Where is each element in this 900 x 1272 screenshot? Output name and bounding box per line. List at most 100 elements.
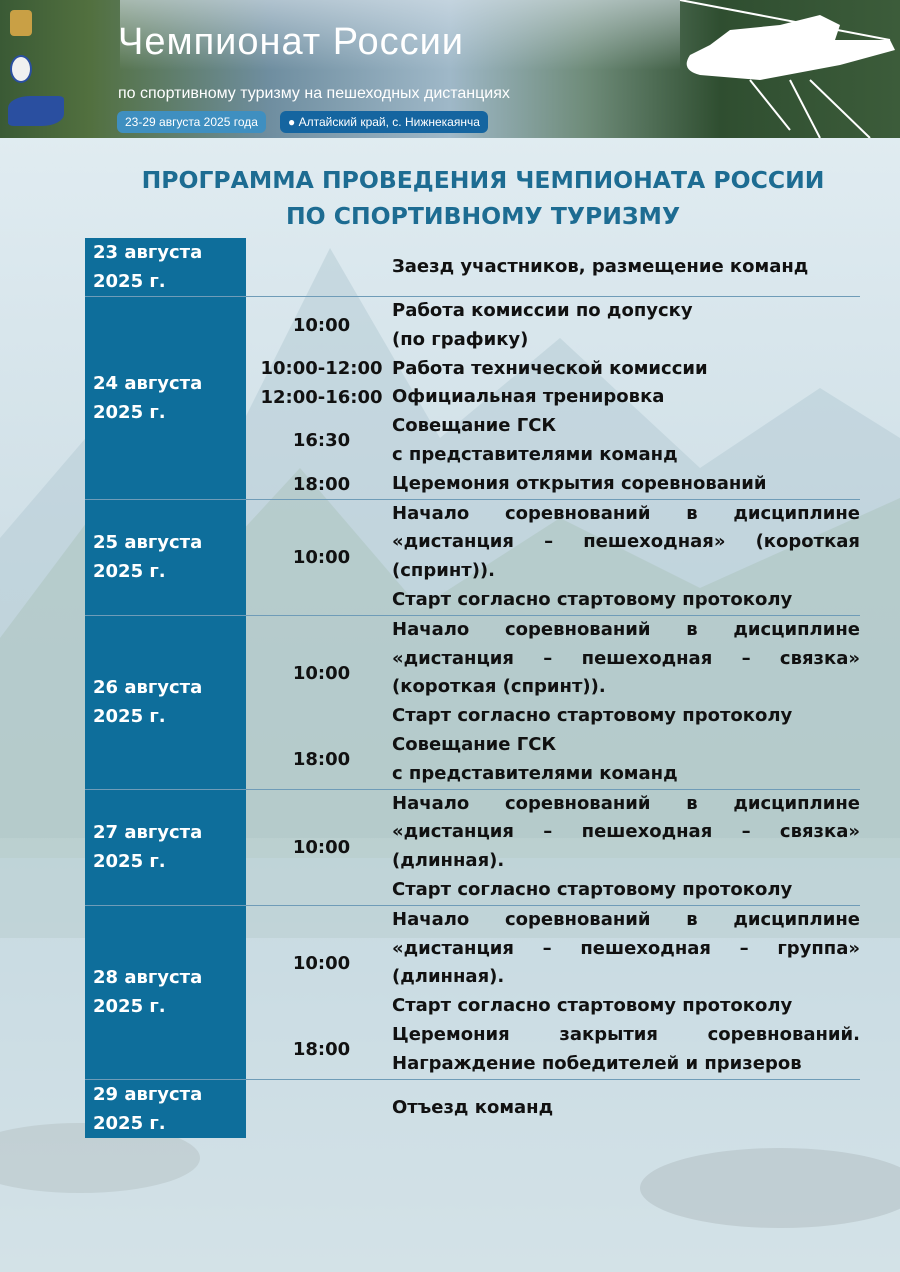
event-item: 10:00-12:00 Работа технической комиссии [246,355,860,384]
description-line: Отъезд команд [392,1097,554,1119]
event-item: 18:00 Церемония открытия соревнований [246,470,860,499]
description-line: «дистанция – пешеходная – группа» [392,937,860,959]
description-line: (по графику) [392,328,529,350]
event-item: 12:00-16:00 Официальная тренировка [246,383,860,412]
description-line: Работа технической комиссии [392,357,708,379]
event-description: Работа комиссии по допуску (по графику) [388,297,860,355]
date-line: 23 августа [93,242,203,263]
schedule-row: 27 августа 2025 г. 10:00 Начало соревновани… [85,789,860,906]
event-time: 12:00-16:00 [260,387,383,409]
event-description: Начало соревнований в дисциплине «дистанц… [388,790,860,905]
schedule-row: 23 августа 2025 г. Заезд участников, разме… [85,238,860,297]
climber-silhouette-icon [679,0,895,138]
event-time: 10:00 [292,546,351,568]
event-item: 16:30 Совещание ГСК с представителями кома… [246,412,860,470]
schedule-row: 25 августа 2025 г. 10:00 Начало соревновани… [85,499,860,616]
event-description: Работа технической комиссии [388,355,860,384]
description-line: «дистанция – пешеходная» (короткая [392,531,860,553]
description-line: Церемония открытия соревнований [392,472,767,494]
location-text: Алтайский край, с. Нижнекаянча [298,115,480,129]
date-cell: 24 августа 2025 г. [85,297,246,499]
event-time: 16:30 [292,430,351,452]
description-line: Официальная тренировка [392,386,665,408]
event-time: 18:00 [292,749,351,771]
date-line: 2025 г. [93,706,166,728]
description-line: Награждение победителей и призеров [392,1052,802,1074]
description-line: (короткая (спринт)). [392,676,606,698]
date-line: 26 августа [93,677,203,699]
date-cell: 23 августа 2025 г. [85,238,246,296]
fst-logo [8,96,64,126]
event-item: 18:00 Церемония закрытия соревнований. Наг… [246,1021,860,1079]
description-line: (длинная). [392,966,505,988]
event-time: 18:00 [292,1039,351,1061]
events-cell: 10:00 Начало соревнований в дисциплине «ди… [246,906,860,1079]
date-line: 2025 г. [93,561,166,583]
banner-title: Чемпионат России [118,21,465,63]
date-line: 2025 г. [93,271,166,292]
schedule-row: 24 августа 2025 г. 10:00 Работа комиссии по… [85,297,860,500]
events-cell: Заезд участников, размещение команд [246,238,860,296]
events-cell: 10:00 Начало соревнований в дисциплине «ди… [246,616,860,789]
description-line: (спринт)). [392,560,495,582]
date-line: 28 августа [93,967,203,989]
description-line: Начало соревнований в дисциплине [392,618,860,640]
description-line: с представителями команд [392,762,678,784]
description-line: Совещание ГСК [392,733,557,755]
location-badge: ● Алтайский край, с. Нижнекаянча [280,111,488,133]
description-line: Начало соревнований в дисциплине [392,908,860,930]
date-line: 2025 г. [93,851,166,873]
date-line: 2025 г. [93,996,166,1018]
event-item: 10:00 Начало соревнований в дисциплине «ди… [246,616,860,731]
event-description: Отъезд команд [388,1094,860,1123]
federation-logo [10,55,32,83]
schedule-row: 28 августа 2025 г. 10:00 Начало соревновани… [85,905,860,1080]
date-line: 27 августа [93,822,203,844]
title-line-1: ПРОГРАММА ПРОВЕДЕНИЯ ЧЕМПИОНАТА РОССИИ [141,166,825,194]
event-item: 10:00 Начало соревнований в дисциплине «ди… [246,906,860,1021]
event-description: Начало соревнований в дисциплине «дистанц… [388,616,860,731]
event-item: Отъезд команд [246,1094,860,1123]
event-description: Церемония закрытия соревнований. Награжде… [388,1021,860,1079]
description-line: Начало соревнований в дисциплине [392,792,860,814]
date-line: 2025 г. [93,1112,166,1134]
description-line: Старт согласно стартовому протоколу [392,995,793,1017]
date-cell: 27 августа 2025 г. [85,789,246,905]
date-cell: 25 августа 2025 г. [85,499,246,615]
schedule-table: 23 августа 2025 г. Заезд участников, разме… [85,238,860,1138]
description-line: Церемония закрытия соревнований. [392,1023,860,1045]
title-line-2: ПО СПОРТИВНОМУ ТУРИЗМУ [285,202,681,230]
page-title: ПРОГРАММА ПРОВЕДЕНИЯ ЧЕМПИОНАТА РОССИИ П… [0,162,900,234]
date-cell: 26 августа 2025 г. [85,615,246,789]
date-line: 29 августа [93,1083,203,1105]
event-item: 10:00 Начало соревнований в дисциплине «ди… [246,790,860,905]
event-description: Заезд участников, размещение команд [388,253,860,282]
description-line: Старт согласно стартовому протоколу [392,588,793,610]
event-time: 10:00 [292,952,351,974]
event-description: Начало соревнований в дисциплине «дистанц… [388,906,860,1021]
date-cell: 29 августа 2025 г. [85,1079,246,1138]
description-line: Заезд участников, размещение команд [392,255,809,277]
header-banner: Чемпионат России по спортивному туризму … [0,0,900,138]
events-cell: 10:00 Работа комиссии по допуску (по графи… [246,297,860,499]
event-description: Совещание ГСК с представителями команд [388,731,860,789]
event-description: Начало соревнований в дисциплине «дистанц… [388,500,860,615]
description-line: Начало соревнований в дисциплине [392,502,860,524]
description-line: Совещание ГСК [392,415,557,437]
event-time: 10:00-12:00 [260,358,383,380]
events-cell: 10:00 Начало соревнований в дисциплине «ди… [246,500,860,615]
coat-of-arms-logo [10,10,32,36]
schedule-row: 29 августа 2025 г. Отъезд команд [85,1079,860,1138]
event-time: 10:00 [292,662,351,684]
description-line: с представителями команд [392,443,678,465]
description-line: Старт согласно стартовому протоколу [392,705,793,727]
description-line: «дистанция – пешеходная – связка» [392,821,860,843]
event-item: 18:00 Совещание ГСК с представителями кома… [246,731,860,789]
event-time: 10:00 [292,315,351,337]
event-time: 18:00 [292,473,351,495]
event-item: Заезд участников, размещение команд [246,253,860,282]
event-time: 10:00 [292,836,351,858]
description-line: Старт согласно стартовому протоколу [392,878,793,900]
description-line: Работа комиссии по допуску [392,300,693,321]
schedule-row: 26 августа 2025 г. 10:00 Начало соревновани… [85,615,860,790]
